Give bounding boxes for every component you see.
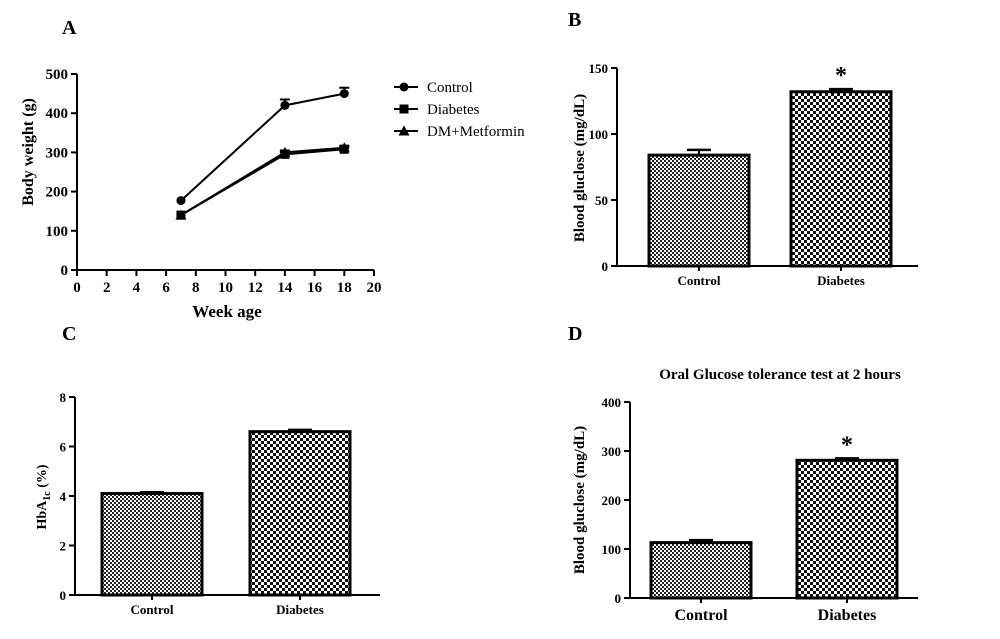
panel-c-y-axis-label: HbA1c (%)	[35, 464, 53, 529]
panel-b-category-label: Diabetes	[817, 273, 865, 288]
panel-d-y-axis-label: Blood gluclose (mg/dL)	[572, 426, 588, 574]
panel-c-bar-chart: HbA1c (%) 0 2 4 6 8 Control Diabetes	[35, 390, 380, 617]
panel-a-x-tick-label: 6	[162, 280, 170, 296]
panel-a-series-line-dm-metformin	[180, 146, 345, 216]
panel-d-bar-diabetes	[795, 458, 899, 600]
panel-a-x-tick-label: 2	[103, 280, 111, 296]
panel-a-legend-label: Diabetes	[427, 102, 480, 118]
panel-a-x-tick-label: 8	[192, 280, 200, 296]
panel-a-x-axis-label: Week age	[192, 302, 262, 321]
panel-a-series-line-control	[180, 92, 345, 202]
panel-b-y-tick-label: 150	[589, 61, 609, 76]
panel-d-y-tick-label: 0	[615, 591, 622, 606]
panel-a-legend-marker-circle	[399, 82, 409, 92]
panel-c-y-tick-label: 4	[60, 489, 67, 504]
panel-d-title: Oral Glucose tolerance test at 2 hours	[659, 367, 901, 383]
panel-a-point-circle	[339, 89, 349, 99]
panel-b-bar-diabetes	[789, 90, 893, 268]
panel-c-y-tick-label: 2	[60, 539, 67, 554]
panel-d-category-label: Diabetes	[818, 607, 877, 624]
panel-d-category-label: Control	[674, 607, 728, 624]
panel-d-bar-control	[649, 541, 753, 600]
panel-a-y-tick-label: 400	[46, 106, 69, 122]
panel-a-x-tick-label: 10	[218, 280, 233, 296]
panel-letter-d: D	[568, 323, 582, 345]
panel-a-x-tick-label: 18	[337, 280, 352, 296]
panel-b-bar-chart: Blood gluclose (mg/dL) 0 50 100 150 Control D…	[572, 61, 918, 288]
panel-a-y-tick-label: 300	[46, 145, 69, 161]
panel-b-significance-mark: *	[835, 63, 847, 89]
panel-a-y-tick-label: 200	[46, 185, 69, 201]
panel-c-y-tick-label: 6	[60, 440, 67, 455]
panel-a-y-tick-label: 0	[61, 263, 69, 279]
panel-c-y-label-tail: (%)	[35, 464, 50, 491]
panel-d-significance-mark: *	[841, 432, 853, 458]
panel-c-bar-control	[100, 492, 204, 597]
panel-c-category-label: Diabetes	[276, 602, 324, 617]
panel-b-bar-control	[647, 153, 751, 268]
panel-b-y-tick-label: 100	[589, 127, 609, 142]
panel-d-y-tick-label: 100	[602, 542, 622, 557]
panel-letter-b: B	[568, 9, 581, 31]
panel-d-bar-chart: Oral Glucose tolerance test at 2 hours B…	[572, 367, 918, 624]
panel-d-y-tick-label: 400	[602, 395, 622, 410]
panel-c-y-tick-label: 0	[60, 588, 67, 603]
panel-c-y-label-main: HbA	[35, 500, 50, 530]
panel-a-y-axis-label: Body weight (g)	[20, 98, 37, 206]
panel-letter-c: C	[62, 323, 76, 345]
panel-a-x-tick-label: 12	[248, 280, 263, 296]
panel-a-x-tick-label: 4	[133, 280, 141, 296]
panel-c-y-label-sub: 1c	[42, 491, 53, 501]
panel-a-point-circle	[280, 100, 290, 110]
panel-a-y-tick-label: 100	[46, 224, 69, 240]
panel-b-category-label: Control	[677, 273, 720, 288]
panel-a-point-triangle	[175, 209, 187, 220]
panel-d-y-tick-label: 200	[602, 493, 622, 508]
panel-a-legend-label: Control	[427, 80, 473, 96]
panel-a-y-tick-label: 500	[46, 67, 69, 83]
panel-a-legend-marker-triangle	[398, 125, 410, 136]
panel-a-point-triangle	[279, 146, 291, 157]
panel-b-y-tick-label: 50	[595, 193, 608, 208]
panel-a-series-line-diabetes	[180, 148, 345, 216]
panel-a-point-circle	[176, 196, 186, 206]
panel-a-point-triangle	[338, 142, 350, 153]
panel-c-category-label: Control	[130, 602, 173, 617]
panel-letter-a: A	[62, 17, 77, 39]
panel-a-legend-marker-square	[399, 104, 409, 114]
panel-c-bar-diabetes	[248, 430, 352, 597]
panel-a-line-chart: Body weight (g) Week age 010020030040050…	[20, 67, 525, 321]
panel-d-y-tick-label: 300	[602, 444, 622, 459]
panel-a-x-tick-label: 16	[307, 280, 323, 296]
panel-b-y-axis-label: Blood gluclose (mg/dL)	[572, 94, 588, 242]
panel-a-legend-label: DM+Metformin	[427, 124, 525, 140]
panel-a-x-tick-label: 14	[277, 280, 293, 296]
panel-a-x-tick-label: 20	[367, 280, 382, 296]
panel-c-y-tick-label: 8	[60, 390, 67, 405]
panel-b-y-tick-label: 0	[602, 259, 609, 274]
panel-a-x-tick-label: 0	[73, 280, 81, 296]
